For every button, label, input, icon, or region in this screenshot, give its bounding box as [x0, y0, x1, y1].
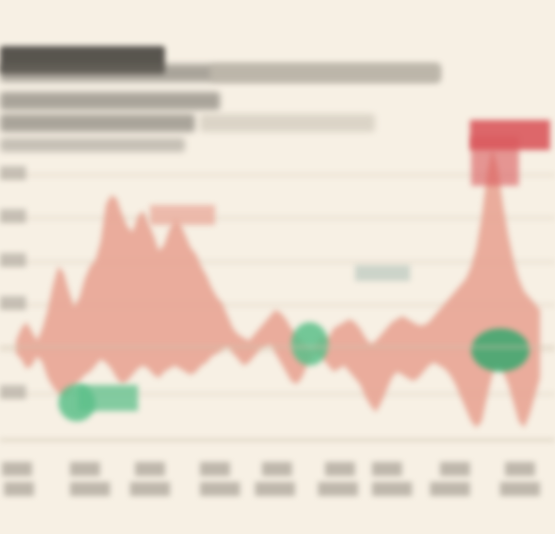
- annotations: [78, 120, 550, 411]
- x-tick-label: [2, 462, 32, 476]
- x-tick-label: [318, 482, 358, 496]
- x-tick-label: [430, 482, 470, 496]
- x-tick-label: [500, 482, 540, 496]
- area-band: [16, 148, 540, 428]
- subtitle-line-3: [0, 114, 195, 132]
- green-highlight-1: [291, 322, 329, 366]
- x-tick-label: [130, 482, 170, 496]
- x-tick-label: [200, 482, 240, 496]
- annotation-green-left: [78, 385, 138, 411]
- x-tick-label: [325, 462, 355, 476]
- x-tick-label: [135, 462, 165, 476]
- x-tick-label: [200, 462, 230, 476]
- y-tick-label: [0, 209, 26, 223]
- annotation-upper-left: [150, 205, 215, 225]
- x-tick-label: [440, 462, 470, 476]
- x-axis-labels: [2, 462, 540, 496]
- green-highlight-2: [471, 328, 530, 372]
- x-tick-label: [70, 482, 110, 496]
- x-tick-label: [262, 462, 292, 476]
- subtitle-line-3-tail: [200, 114, 375, 132]
- y-tick-label: [0, 166, 26, 180]
- x-tick-label: [4, 482, 34, 496]
- annotation-red-top: [470, 120, 550, 150]
- y-tick-label: [0, 296, 26, 310]
- x-tick-label: [70, 462, 100, 476]
- x-tick-label: [505, 462, 535, 476]
- subtitle-line-1-tail: [210, 64, 440, 82]
- x-tick-label: [255, 482, 295, 496]
- source-line: [0, 138, 185, 152]
- x-tick-label: [372, 482, 412, 496]
- annotation-middle: [355, 265, 410, 281]
- y-tick-label: [0, 385, 26, 399]
- x-tick-label: [372, 462, 402, 476]
- subtitle-line-2: [0, 92, 220, 110]
- y-tick-label: [0, 253, 26, 267]
- plot-area: [0, 136, 555, 428]
- y-axis-labels: [0, 166, 26, 399]
